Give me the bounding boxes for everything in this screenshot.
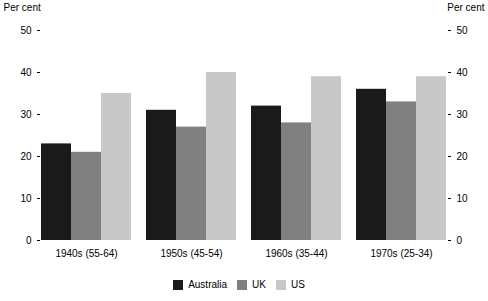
html-text:Australia: Australia	[188, 279, 227, 290]
html-text:UK: UK	[252, 279, 266, 290]
svg-text:50: 50	[20, 25, 32, 36]
svg-text:1960s (35-44): 1960s (35-44)	[265, 248, 327, 259]
svg-text:1970s (25-34): 1970s (25-34)	[370, 248, 432, 259]
svg-text:40: 40	[457, 67, 469, 78]
svg-text:50: 50	[457, 25, 469, 36]
svg-text:10: 10	[457, 193, 469, 204]
svg-text:10: 10	[20, 193, 32, 204]
svg-text:1950s (45-54): 1950s (45-54)	[160, 248, 222, 259]
svg-text:20: 20	[20, 151, 32, 162]
svg-text:0: 0	[457, 235, 463, 246]
svg-text:30: 30	[20, 109, 32, 120]
html-text:US: US	[291, 279, 305, 290]
svg-text:40: 40	[20, 67, 32, 78]
svg-text:20: 20	[457, 151, 469, 162]
svg-text:30: 30	[457, 109, 469, 120]
svg-text:Per cent: Per cent	[4, 2, 41, 13]
svg-text:Per cent: Per cent	[447, 2, 484, 13]
svg-text:0: 0	[26, 235, 32, 246]
svg-text:1940s (55-64): 1940s (55-64)	[55, 248, 117, 259]
